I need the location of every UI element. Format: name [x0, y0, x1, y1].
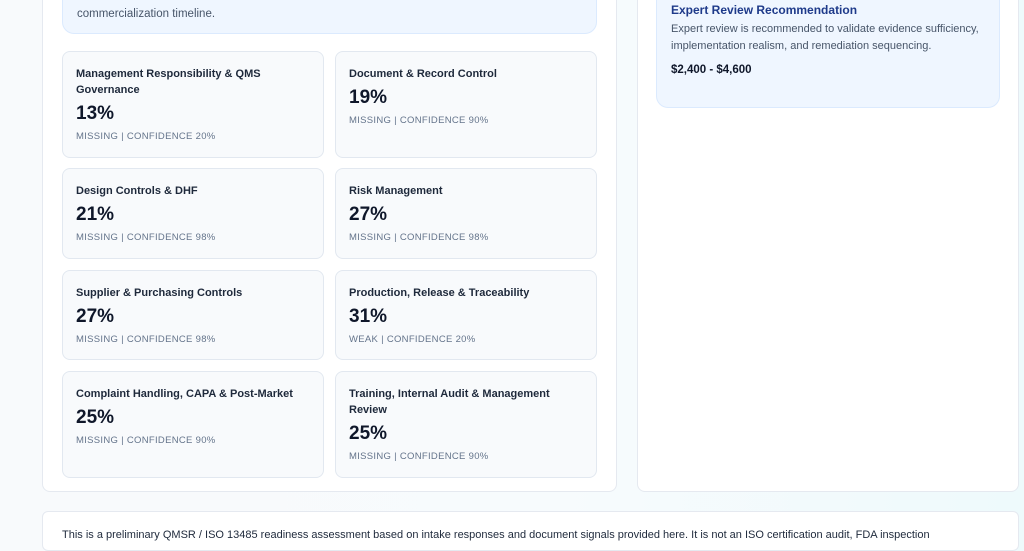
- domain-score-card: Training, Internal Audit & Management Re…: [335, 371, 597, 478]
- domain-title: Management Responsibility & QMS Governan…: [76, 68, 261, 96]
- domain-score-card: Risk Management 27% MISSING | CONFIDENCE 9…: [335, 168, 597, 259]
- domain-title: Supplier & Purchasing Controls: [76, 287, 243, 299]
- domain-score: 13%: [76, 103, 115, 124]
- disclaimer-box: This is a preliminary QMSR / ISO 13485 r…: [42, 511, 1019, 551]
- domain-title: Complaint Handling, CAPA & Post-Market: [76, 388, 293, 400]
- domain-status: MISSING | CONFIDENCE 90%: [349, 115, 489, 126]
- domain-score: 25%: [76, 407, 115, 428]
- domain-title: Production, Release & Traceability: [349, 287, 530, 299]
- summary-text: commercialization timeline.: [77, 8, 216, 20]
- domain-score-card: Complaint Handling, CAPA & Post-Market 25…: [62, 371, 324, 478]
- domain-score: 27%: [76, 306, 115, 327]
- summary-callout: commercialization timeline.: [62, 0, 597, 34]
- recommendation-panel: Expert Review Recommendation Expert revi…: [637, 0, 1019, 492]
- domain-score: 31%: [349, 306, 388, 327]
- domain-status: MISSING | CONFIDENCE 98%: [349, 232, 489, 243]
- domain-status: MISSING | CONFIDENCE 90%: [76, 435, 216, 446]
- expert-review-title: Expert Review Recommendation: [671, 3, 858, 17]
- domain-status: MISSING | CONFIDENCE 98%: [76, 334, 216, 345]
- domain-status: WEAK | CONFIDENCE 20%: [349, 334, 476, 345]
- domain-status: MISSING | CONFIDENCE 90%: [349, 451, 489, 462]
- domain-score: 27%: [349, 204, 388, 225]
- domain-title: Risk Management: [349, 185, 443, 197]
- expert-review-text: Expert review is recommended to validate…: [671, 23, 979, 52]
- domain-title: Design Controls & DHF: [76, 185, 198, 197]
- domain-score-card: Management Responsibility & QMS Governan…: [62, 51, 324, 158]
- domain-score-card: Design Controls & DHF 21% MISSING | CONFID…: [62, 168, 324, 259]
- domain-score: 19%: [349, 87, 388, 108]
- domain-status: MISSING | CONFIDENCE 98%: [76, 232, 216, 243]
- domain-score: 21%: [76, 204, 115, 225]
- expert-review-callout: Expert Review Recommendation Expert revi…: [656, 0, 1000, 108]
- domain-score-card: Production, Release & Traceability 31% WEA…: [335, 270, 597, 360]
- disclaimer-text: This is a preliminary QMSR / ISO 13485 r…: [62, 529, 930, 541]
- domain-title: Document & Record Control: [349, 68, 497, 80]
- domain-score-card: Supplier & Purchasing Controls 27% MISSING…: [62, 270, 324, 360]
- expert-review-price: $2,400 - $4,600: [671, 64, 752, 76]
- domain-title: Training, Internal Audit & Management Re…: [349, 388, 550, 416]
- domain-status: MISSING | CONFIDENCE 20%: [76, 131, 216, 142]
- domain-scores-panel: commercialization timeline. Management R…: [42, 0, 617, 492]
- domain-score: 25%: [349, 423, 388, 444]
- domain-score-card: Document & Record Control 19% MISSING | CO…: [335, 51, 597, 158]
